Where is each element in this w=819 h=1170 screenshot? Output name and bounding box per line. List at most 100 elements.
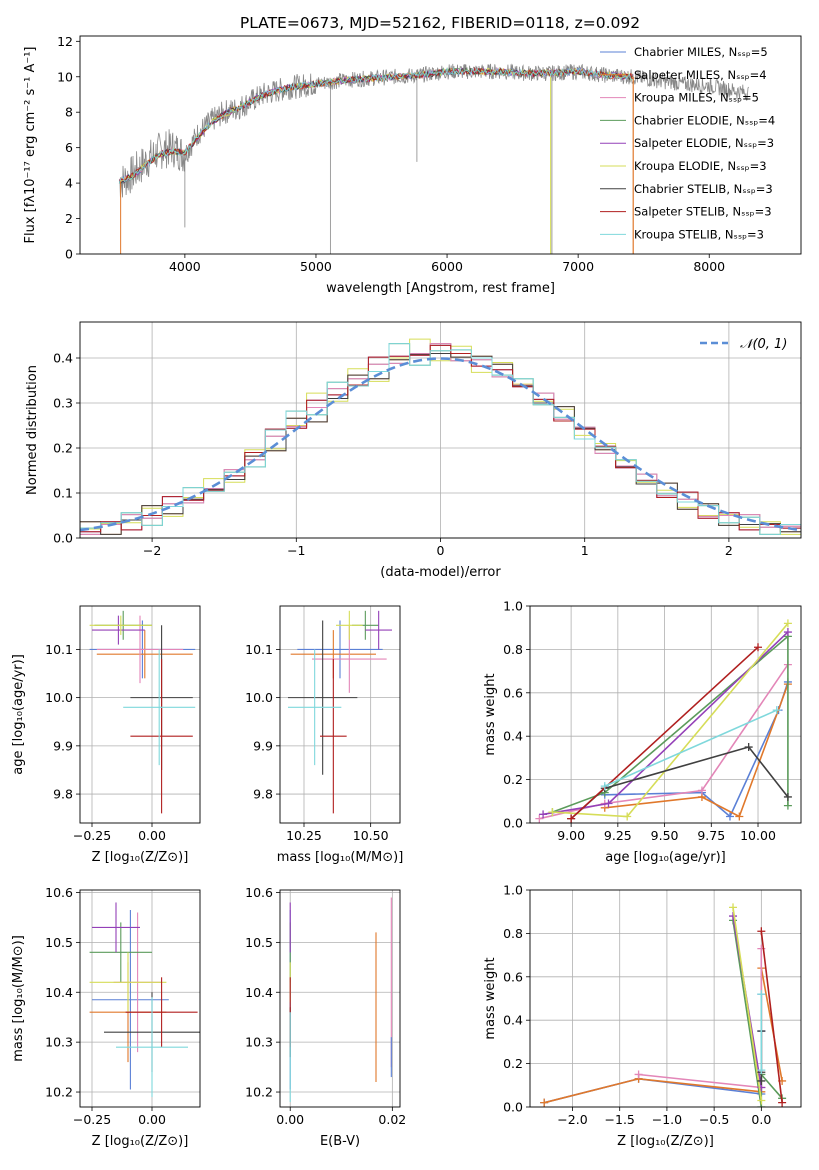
weight-line	[760, 931, 783, 1103]
y-tick-label: 9.9	[253, 738, 273, 753]
legend-label: Salpeter STELIB, Nₛₛₚ=3	[634, 205, 772, 219]
plot-area	[118, 63, 749, 254]
residual-histogram	[80, 343, 801, 538]
weight-line	[570, 646, 759, 820]
y-tick-label: 10.1	[45, 642, 73, 657]
plot-area	[540, 903, 787, 1107]
weight-marker	[783, 792, 792, 801]
axes-frame	[79, 889, 201, 1108]
weight-marker	[757, 1076, 766, 1085]
weight-marker	[757, 927, 766, 936]
model-fit-line	[118, 67, 634, 185]
plot-area	[535, 619, 792, 823]
y-axis-label: Flux [fλ10⁻¹⁷ erg cm⁻² s⁻¹ A⁻¹]	[23, 47, 38, 244]
weight-marker	[783, 801, 792, 810]
x-axis-label: Z [log₁₀(Z/Z⊙)]	[92, 1134, 189, 1149]
x-tick-label: −1.0	[652, 1112, 682, 1127]
weight-marker	[783, 619, 792, 628]
y-tick-label: 10.4	[45, 985, 73, 1000]
axes-frame	[79, 321, 802, 539]
y-tick-label: 0.0	[503, 1100, 523, 1115]
y-tick-label: 10.1	[245, 642, 273, 657]
weight-marker	[567, 814, 576, 823]
weight-line	[604, 681, 789, 818]
weight-marker	[729, 912, 738, 921]
panel-residuals: −2 −1 0 1 2 0.0 0.1 0.2 0.3 0.4 𝒩(0, 1) (data-model…	[25, 321, 802, 580]
plot-area	[89, 902, 200, 1098]
axes-frame	[279, 605, 401, 824]
weight-marker	[725, 812, 734, 821]
x-tick-label: −1	[287, 543, 305, 558]
x-tick-label: 10.00	[740, 828, 776, 843]
y-tick-label: 10.2	[45, 1085, 73, 1100]
weight-marker	[600, 782, 609, 791]
y-tick-label: 10.3	[45, 1035, 73, 1050]
weight-marker	[772, 706, 781, 715]
legend-label: Kroupa STELIB, Nₛₛₚ=3	[634, 227, 764, 241]
y-tick-label: 0.4	[503, 729, 523, 744]
model-fit-line	[119, 67, 634, 183]
y-tick-label: 0.2	[53, 441, 73, 456]
panel-weight-vs-age: 9.00 9.25 9.50 9.75 10.00 0.0 0.2 0.4 0.6 0.8 1.0 a…	[483, 599, 802, 865]
weight-marker	[623, 812, 632, 821]
y-tick-label: 1.0	[503, 883, 523, 898]
y-tick-label: 10.2	[245, 1085, 273, 1100]
x-axis-label: (data-model)/error	[380, 565, 501, 580]
normal-curve	[80, 357, 801, 532]
x-axis-label: Z [log₁₀(Z/Z⊙)]	[92, 850, 189, 865]
y-tick-label: 0.6	[503, 969, 523, 984]
y-tick-label: 9.9	[53, 738, 73, 753]
residual-histogram	[80, 353, 801, 538]
plot-area	[289, 897, 392, 1103]
x-tick-label: −0.25	[73, 1112, 111, 1127]
model-fit-line	[118, 67, 634, 183]
y-axis-label: mass weight	[483, 957, 498, 1039]
y-axis-label: age [log₁₀(age/yr)]	[11, 654, 26, 775]
weight-line	[732, 907, 763, 1101]
observed-spectrum	[118, 63, 749, 198]
weight-marker	[604, 799, 613, 808]
legend-label: Kroupa MILES, Nₛₛₚ=5	[634, 91, 759, 105]
weight-marker	[735, 812, 744, 821]
x-tick-label: 4000	[169, 259, 201, 274]
y-tick-label: 10.5	[245, 935, 273, 950]
x-axis-label: wavelength [Angstrom, rest frame]	[326, 281, 555, 296]
panel-mass-vs-EBV: 0.00 0.02 10.2 10.3 10.4 10.5 10.6 E(B-V)	[245, 885, 406, 1149]
x-tick-label: −0.5	[699, 1112, 729, 1127]
x-tick-label: 8000	[693, 259, 725, 274]
x-tick-label: 5000	[300, 259, 332, 274]
legend-label: Salpeter ELODIE, Nₛₛₚ=3	[634, 136, 774, 150]
model-fit-line	[118, 66, 634, 182]
y-tick-label: 10.5	[45, 935, 73, 950]
weight-marker	[783, 628, 792, 637]
panel-spectrum: 4000 5000 6000 7000 8000 0 2 4 6 8 10 12 Chabrier MI…	[23, 34, 802, 296]
y-tick-label: 10.0	[245, 690, 273, 705]
y-tick-label: 0.4	[503, 1013, 523, 1028]
legend-label: Chabrier STELIB, Nₛₛₚ=3	[634, 182, 773, 196]
y-tick-label: 6	[65, 140, 73, 155]
weight-line	[604, 709, 778, 787]
weight-marker	[539, 810, 548, 819]
axes-frame	[529, 605, 802, 824]
y-tick-label: 10	[57, 69, 73, 84]
residual-histogram	[80, 343, 801, 538]
y-tick-label: 0.0	[503, 816, 523, 831]
weight-marker	[778, 1098, 787, 1107]
y-tick-label: 10.4	[245, 985, 273, 1000]
y-tick-label: 0.6	[503, 685, 523, 700]
figure-title: PLATE=0673, MJD=52162, FIBERID=0118, z=0…	[240, 14, 640, 32]
x-tick-label: 0.00	[138, 828, 166, 843]
weight-marker	[634, 1070, 643, 1079]
y-tick-label: 0.2	[503, 772, 523, 787]
y-tick-label: 10.6	[45, 885, 73, 900]
axes-frame	[79, 605, 201, 824]
panel-age-vs-mass: 10.25 10.50 9.8 9.9 10.0 10.1 mass [log₁₀(M/M⊙…	[245, 605, 403, 865]
weight-marker	[548, 808, 557, 817]
residual-histogram	[80, 344, 801, 538]
panel-age-vs-Z: −0.25 0.00 9.8 9.9 10.0 10.1 Z [log₁₀(Z/Z⊙)] ag…	[11, 605, 201, 865]
weight-line	[544, 994, 763, 1104]
x-tick-label: 9.75	[697, 828, 725, 843]
x-tick-label: 6000	[431, 259, 463, 274]
x-tick-label: −1.5	[605, 1112, 635, 1127]
